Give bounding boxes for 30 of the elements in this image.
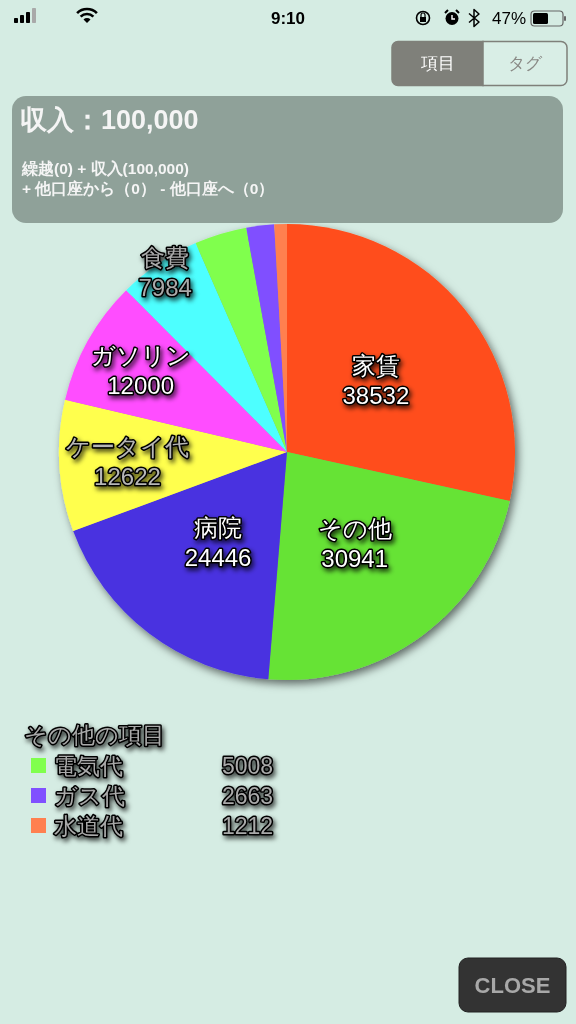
text: 9:10	[270, 8, 306, 28]
data-label: 12622	[94, 463, 161, 491]
text: CLOSE	[474, 972, 551, 998]
data-label: 1212	[222, 813, 274, 839]
legend-label: 電気代	[54, 753, 123, 779]
slice-label: ガソリン	[90, 341, 191, 369]
slice-label: 家賃	[351, 352, 400, 380]
data-label: 2663	[222, 783, 274, 809]
chart-subtitle: 繰越(0) + 収入(100,000) + 他口座から（0） - 他口座へ（0）	[21, 159, 275, 198]
pie-slice	[246, 224, 287, 452]
chart-title: 収入：100,000	[20, 105, 199, 135]
data-label: 38532	[342, 382, 410, 410]
text: タグ	[508, 54, 543, 73]
pie-slice	[195, 227, 287, 452]
pie-slice	[287, 224, 515, 502]
data-label: 30941	[321, 545, 389, 573]
data-label: 5008	[222, 753, 274, 779]
legend-title: その他の項目	[24, 722, 165, 748]
slice-label: 病院	[194, 514, 243, 542]
legend-label: 水道代	[54, 813, 123, 839]
data-label: 7984	[138, 274, 192, 302]
text: 項目	[419, 54, 455, 73]
data-label: 24446	[184, 544, 252, 572]
slice-label: 食費	[141, 244, 190, 272]
pie-slice	[268, 452, 510, 680]
legend-label: ガス代	[54, 783, 125, 809]
slice-label: ケータイ代	[66, 433, 189, 461]
slice-label: その他	[317, 515, 392, 543]
data-label: 12000	[107, 371, 175, 399]
text: 47%	[491, 8, 526, 28]
